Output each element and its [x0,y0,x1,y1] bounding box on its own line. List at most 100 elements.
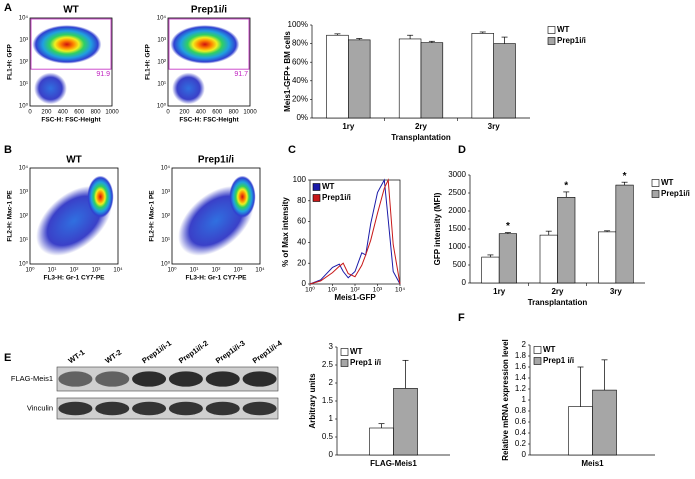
legend-label: WT [322,182,335,191]
y-tick-label: 1.8 [515,351,527,360]
panel-letter: E [4,352,11,364]
flow-x-tick: 0 [166,110,170,116]
flow-title: Prep1i/i [191,5,227,16]
y-tick-label: 0 [329,450,334,459]
legend-label: WT [661,178,674,187]
flow-x-tick: 800 [91,110,102,116]
legend-swatch [651,179,660,187]
error-bar [428,40,435,43]
flow-x-tick: 0 [28,110,32,116]
bar [348,39,371,119]
bar [471,33,494,119]
flow-y-label: FL2-H: Mac-1 PE [7,190,14,242]
legend-swatch [547,37,556,45]
x-tick-label: 2ry [415,122,428,131]
panel-letter: D [458,144,466,156]
y-tick-label: 1.4 [515,373,527,382]
flow-title: WT [66,155,82,166]
flow-y-tick: 10³ [19,38,28,44]
error-bar [604,230,611,232]
lane-label: Prep1i/i-3 [214,339,247,366]
y-tick-label: 100 [293,175,307,184]
significance: * [506,221,510,232]
flow-x-label: FSC-H: FSC-Height [179,117,239,124]
error-bar [334,33,341,36]
y-tick-label: 0 [522,450,527,459]
flow-x-tick: 10² [70,268,79,274]
y-tick-label: 1500 [448,224,466,233]
flow-y-tick: 10⁴ [19,165,29,172]
blot-band [132,401,167,416]
y-tick-label: 1.6 [515,362,527,371]
flow-y-tick: 10³ [161,190,170,196]
legend-label: Prep1 i/i [350,358,381,367]
x-tick-label: 10² [350,287,360,294]
y-tick-label: 20 [297,258,306,267]
flow-x-tick: 10⁰ [167,267,177,274]
x-tick-label: 10¹ [328,287,338,294]
legend-swatch [547,26,556,34]
error-bar [402,359,409,389]
y-tick-label: 80 [297,196,306,205]
flow-y-tick: 10² [19,60,28,66]
error-bar [601,359,608,391]
blot-band [168,401,203,416]
flow-x-tick: 10³ [234,268,243,274]
blot-band [242,371,277,387]
x-tick-label: FLAG-Meis1 [370,459,417,468]
flow-y-tick: 10³ [19,190,28,196]
y-tick-label: 0.2 [515,439,527,448]
x-tick-label: 3ry [610,287,623,296]
y-tick-label: 2000 [448,206,466,215]
flow-y-tick: 10⁰ [161,261,171,268]
bar [420,42,444,119]
x-tick-label: 10³ [373,287,383,294]
gate [30,18,112,70]
y-tick-label: 80% [292,39,308,48]
bar [615,184,634,284]
legend-swatch [533,357,542,365]
line [309,178,401,285]
error-bar [407,34,414,39]
density [34,72,67,105]
bar [539,234,558,284]
flow-x-tick: 400 [196,110,207,116]
legend-swatch [312,183,321,191]
legend-label: Prep1i/i [557,36,586,45]
x-axis-label: Transplantation [391,133,451,142]
bar [592,389,617,456]
legend-swatch [312,194,321,202]
blot-band [168,371,203,387]
flow-y-tick: 10¹ [157,82,166,88]
x-axis-label: Transplantation [528,298,588,307]
blot-band [95,371,130,387]
blot-row-label: Vinculin [27,403,53,412]
y-axis-label: GFP intensity (MFI) [433,192,442,265]
error-bar [545,230,552,236]
legend-label: WT [350,347,363,356]
flow-x-tick: 800 [229,110,240,116]
x-axis-label: Meis1-GFP [334,293,376,302]
blot-band [205,371,240,387]
flow-y-tick: 10⁴ [19,15,29,22]
lane-label: Prep1i/i-4 [251,338,284,365]
flow-y-tick: 10⁴ [157,15,167,22]
y-tick-label: 0 [302,279,307,288]
flow-y-tick: 10⁰ [19,103,29,110]
y-axis-label: % of Max intensity [281,197,290,267]
flow-y-tick: 10² [157,60,166,66]
y-tick-label: 40% [292,76,308,85]
panel-letter: B [4,144,12,156]
error-bar [563,191,570,198]
y-axis-label: Relative mRNA expression level [501,339,510,461]
lane-label: WT-1 [67,348,87,366]
error-bar [378,423,385,428]
blot-strip [56,366,279,392]
legend-label: Prep1 i/i [543,356,574,365]
significance: * [564,181,568,192]
flow-y-tick: 10⁰ [19,261,29,268]
x-tick-label: Meis1 [581,459,604,468]
y-tick-label: 500 [453,260,467,269]
x-tick-label: 1ry [342,122,355,131]
